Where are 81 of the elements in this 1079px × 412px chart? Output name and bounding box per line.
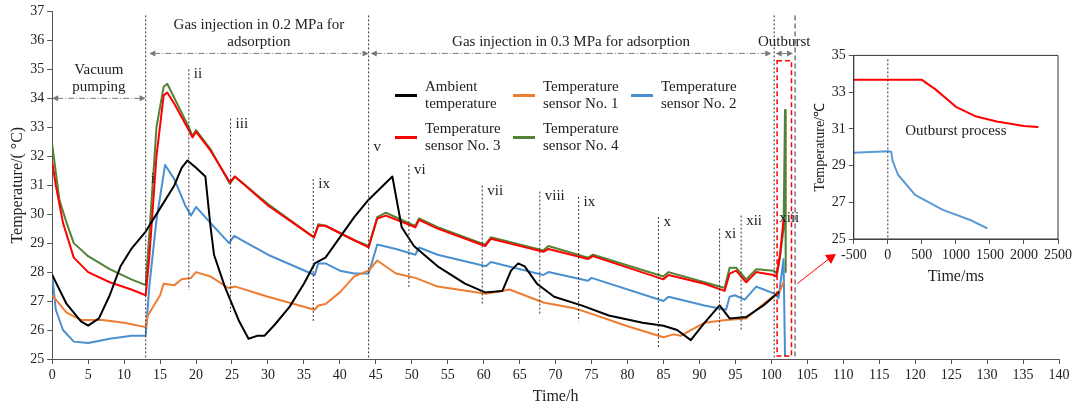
x-tick-label: 35 (296, 367, 311, 383)
x-tick-label: 50 (404, 367, 419, 383)
y-tick-label: 29 (30, 234, 45, 250)
y-tick-label: 27 (831, 193, 846, 209)
annotation: Gas injection in 0.3 MPa for adsorption (452, 33, 691, 50)
annotation: Outburst (758, 33, 812, 50)
x-tick-label: 90 (692, 367, 707, 383)
y-tick-label: 36 (30, 32, 45, 48)
x-tick-label: 95 (728, 367, 743, 383)
x-tick-label: 125 (940, 367, 962, 383)
ref-line-label: vi (413, 161, 426, 178)
x-tick-label: 85 (656, 367, 671, 383)
y-axis-title: Temperature/℃ (812, 102, 828, 192)
ref-line-label: ix (583, 192, 596, 209)
y-tick-label: 28 (30, 263, 45, 279)
x-tick-label: 120 (904, 367, 926, 383)
annotation: Outburst process (905, 121, 1007, 138)
x-tick-label: 0 (48, 367, 56, 383)
x-axis-title: Time/h (532, 386, 579, 404)
y-tick-label: 27 (30, 292, 45, 308)
y-tick-label: 35 (831, 47, 846, 63)
y-tick-label: 34 (30, 89, 45, 105)
x-tick-label: 0 (884, 247, 892, 263)
x-tick-label: 65 (512, 367, 527, 383)
legend-label: Temperature sensor No. 1 (543, 78, 620, 112)
x-tick-label: 80 (620, 367, 635, 383)
y-tick-label: 31 (30, 176, 45, 192)
y-tick-label: 31 (831, 120, 846, 136)
y-tick-label: 25 (831, 230, 846, 246)
x-axis-title: Time/ms (927, 266, 985, 284)
ref-line-label: xii (746, 211, 762, 228)
y-tick-label: 37 (30, 3, 45, 19)
x-tick-label: 135 (1012, 367, 1034, 383)
ref-line-label: ii (193, 65, 203, 82)
x-tick-label: 105 (796, 367, 818, 383)
ref-line-label: iii (235, 114, 249, 131)
y-tick-label: 29 (831, 157, 846, 173)
x-tick-label: 110 (833, 367, 854, 383)
x-tick-label: 1500 (975, 247, 1004, 263)
y-tick-label: 35 (30, 61, 45, 77)
ref-line-label: x (663, 212, 672, 229)
x-tick-label: 25 (224, 367, 239, 383)
ref-line-label: ix (318, 174, 331, 191)
legend-label: Temperature sensor No. 2 (661, 78, 738, 112)
annotation: Gas injection in 0.2 MPa for adsorption (173, 16, 345, 50)
y-tick-label: 32 (30, 147, 45, 163)
x-tick-label: 55 (440, 367, 455, 383)
y-tick-label: 33 (30, 118, 45, 134)
annotation: Vacuum pumping (72, 61, 127, 95)
x-tick-label: 20 (189, 367, 204, 383)
legend-label: Temperature sensor No. 4 (543, 120, 620, 154)
x-tick-label: 10 (117, 367, 132, 383)
y-axis-title: Temperature/( °C) (7, 126, 26, 244)
ref-line-label: xi (724, 224, 737, 241)
x-tick-label: 40 (332, 367, 347, 383)
ref-line-label: i (150, 169, 155, 186)
x-tick-label: 60 (476, 367, 491, 383)
x-tick-label: 15 (153, 367, 168, 383)
y-tick-label: 30 (30, 205, 45, 221)
ref-line-label: viii (544, 187, 565, 204)
x-tick-label: 5 (84, 367, 92, 383)
legend-label: Ambient temperature (425, 78, 498, 112)
x-tick-label: -500 (840, 247, 867, 263)
x-tick-label: 130 (976, 367, 998, 383)
x-tick-label: 500 (911, 247, 933, 263)
x-tick-label: 70 (548, 367, 563, 383)
x-tick-label: 100 (760, 367, 782, 383)
x-tick-label: 2500 (1044, 247, 1072, 263)
x-tick-label: 45 (368, 367, 383, 383)
ref-line-label: vii (487, 181, 504, 198)
legend-label: Temperature sensor No. 3 (425, 120, 502, 154)
x-tick-label: 75 (584, 367, 599, 383)
x-tick-label: 30 (260, 367, 275, 383)
y-tick-label: 26 (30, 321, 45, 337)
x-tick-label: 2000 (1009, 247, 1038, 263)
x-tick-label: 1000 (941, 247, 970, 263)
y-tick-label: 33 (831, 83, 846, 99)
y-tick-label: 25 (30, 350, 45, 366)
x-tick-label: 140 (1048, 367, 1070, 383)
ref-line-label: v (373, 137, 382, 154)
x-tick-label: 115 (868, 367, 890, 383)
